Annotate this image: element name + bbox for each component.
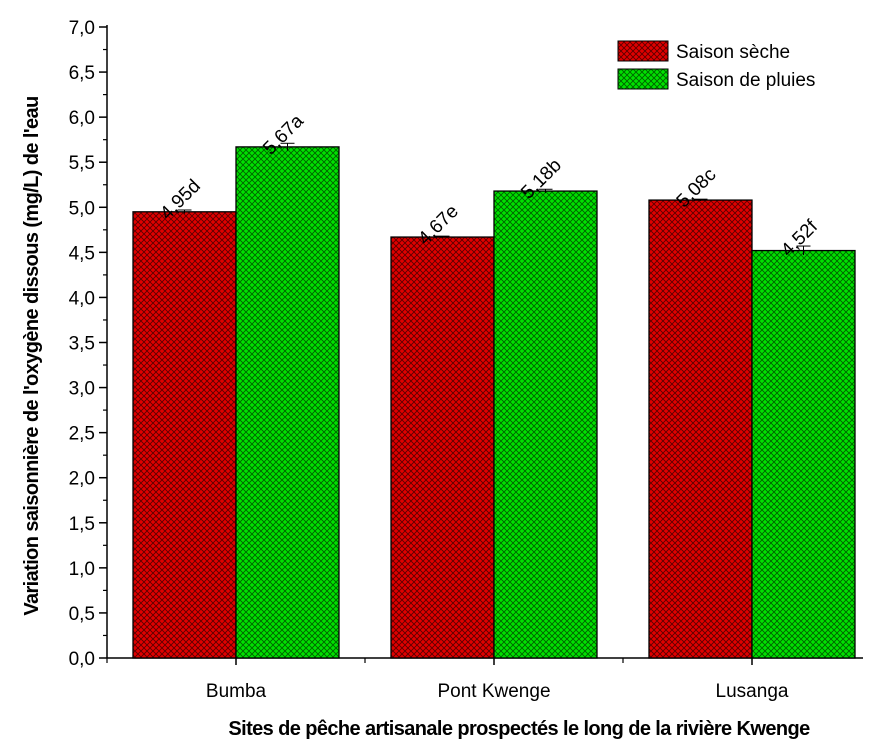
bar [648, 199, 753, 659]
bar [132, 211, 237, 659]
legend-label: Saison sèche [676, 42, 790, 63]
bar [493, 190, 598, 659]
y-tick-label: 5,5 [69, 153, 95, 174]
y-tick-label: 3,5 [69, 334, 95, 355]
bar [751, 249, 856, 659]
y-tick-label: 6,0 [69, 108, 95, 129]
y-ticks: 0,0 0,5 1,0 1,5 2,0 2,5 3,0 3,5 4,0 4,5 5,0 5,5 6,0 6… [69, 18, 107, 670]
y-tick-label: 1,0 [69, 559, 95, 580]
y-tick-label: 2,5 [69, 424, 95, 445]
y-tick-label: 5,0 [69, 198, 95, 219]
x-category-label: Pont Kwenge [437, 681, 550, 702]
y-tick-label: 4,5 [69, 243, 95, 264]
y-tick-label: 2,0 [69, 469, 95, 490]
y-axis-title: Variation saisonnière de l'oxygène disso… [21, 96, 43, 615]
y-tick-label: 7,0 [69, 18, 95, 39]
y-tick-label: 0,5 [69, 604, 95, 625]
y-tick-label: 3,0 [69, 379, 95, 400]
y-tick-label: 0,0 [69, 649, 95, 670]
legend-swatch [617, 68, 669, 90]
legend-label: Saison de pluies [676, 70, 815, 91]
y-tick-label: 4,0 [69, 288, 95, 309]
x-categories: Bumba Pont Kwenge Lusanga [106, 658, 789, 702]
legend: Saison sèche Saison de pluies [617, 40, 815, 91]
x-axis-title: Sites de pêche artisanale prospectés le … [228, 718, 810, 740]
x-category-label: Bumba [206, 681, 267, 702]
bar [235, 146, 340, 659]
y-tick-label: 1,5 [69, 514, 95, 535]
bars [132, 142, 856, 659]
bar [390, 236, 495, 659]
x-category-label: Lusanga [716, 681, 789, 702]
y-tick-label: 6,5 [69, 63, 95, 84]
legend-swatch [617, 40, 669, 62]
